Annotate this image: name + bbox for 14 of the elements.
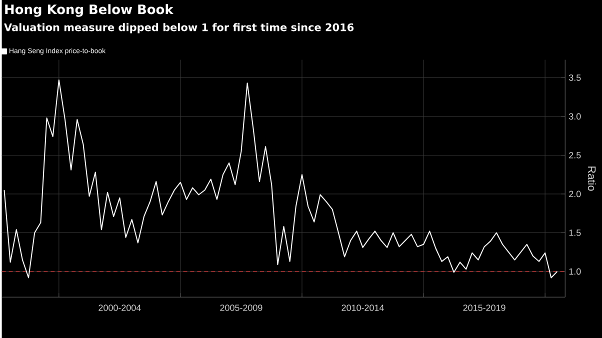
y-tick-label: 3.0 bbox=[568, 113, 581, 120]
chart-title: Hong Kong Below Book bbox=[5, 4, 174, 17]
y-tick-label: 2.0 bbox=[569, 190, 581, 198]
y-tick-label: 1.0 bbox=[569, 268, 581, 275]
x-tick-label: 2015-2019 bbox=[463, 304, 506, 311]
chart-subtitle: Valuation measure dipped below 1 for first time since 2016 bbox=[4, 23, 354, 34]
x-tick-label: 2000-2004 bbox=[98, 304, 141, 311]
y-tick-label: 3.5 bbox=[568, 74, 581, 81]
line-series bbox=[4, 79, 558, 278]
x-tick-label: 2005-2009 bbox=[220, 304, 262, 311]
y-tick-label: 2.5 bbox=[569, 152, 581, 158]
x-tick-label: 2010-2014 bbox=[342, 304, 384, 311]
y-axis-title: Ratio bbox=[588, 166, 596, 191]
y-tick-label: 1.5 bbox=[569, 230, 581, 236]
